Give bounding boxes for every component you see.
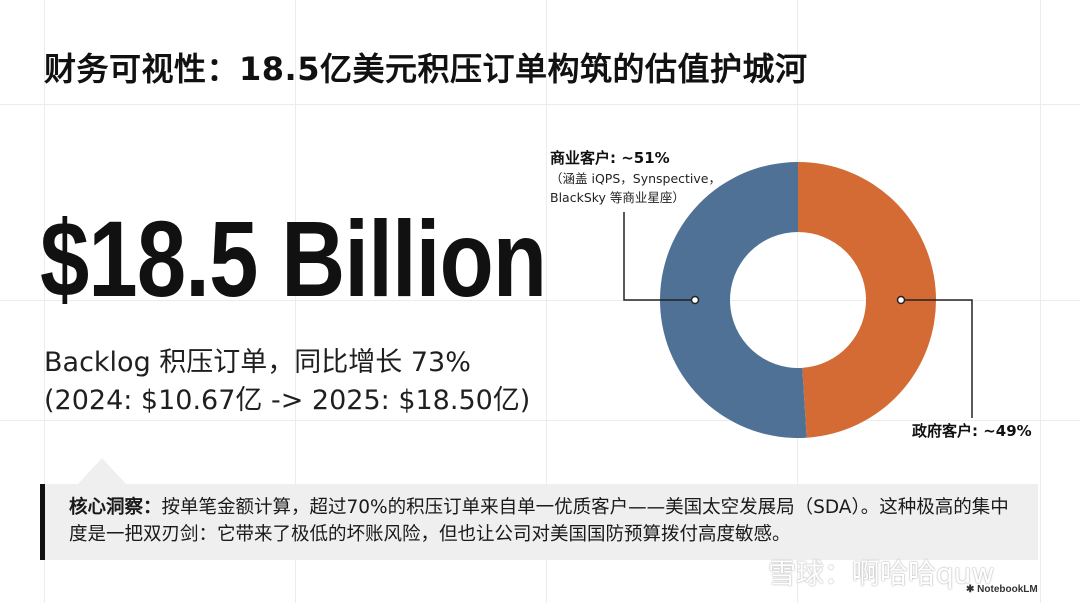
leader-line-1: [623, 212, 695, 301]
grid-line: [1040, 0, 1041, 603]
grid-line: [0, 104, 1080, 105]
grid-line: [44, 0, 45, 603]
leader-line-0: [901, 299, 973, 418]
watermark: 雪球：啊哈哈quw: [768, 557, 995, 590]
brand-name: NotebookLM: [977, 584, 1038, 595]
grid-line: [0, 420, 1080, 421]
grid-line: [546, 0, 547, 603]
brand-logo: ✱ NotebookLM: [966, 584, 1038, 595]
grid-line: [0, 300, 1080, 301]
leader-dot-0: [896, 295, 906, 305]
insight-body: 按单笔金额计算，超过70%的积压订单来自单一优质客户——美国太空发展局（SDA）…: [69, 497, 1009, 545]
slice-note-1-0: （涵盖 iQPS，Synspective，: [550, 171, 721, 186]
slice-note-1-1: BlackSky 等商业星座）: [550, 190, 685, 205]
backlog-amount: $18.5 Billion: [40, 198, 547, 319]
page-title: 财务可视性：18.5亿美元积压订单构筑的估值护城河: [44, 50, 808, 88]
slice-label-1: 商业客户: ~51%: [550, 149, 670, 167]
insight-label: 核心洞察：: [69, 497, 162, 518]
insight-text: 核心洞察：按单笔金额计算，超过70%的积压订单来自单一优质客户——美国太空发展局…: [69, 494, 1014, 548]
leader-dot-1: [690, 295, 700, 305]
insight-callout: 核心洞察：按单笔金额计算，超过70%的积压订单来自单一优质客户——美国太空发展局…: [40, 484, 1038, 560]
callout-pointer: [78, 458, 126, 484]
grid-line: [797, 0, 798, 603]
grid-line: [295, 0, 296, 603]
donut-slice-0: [798, 162, 936, 438]
slice-label-0: 政府客户: ~49%: [912, 422, 1032, 440]
donut-slice-1: [659, 162, 807, 438]
backlog-compare-line: (2024: $10.67亿 -> 2025: $18.50亿): [44, 385, 531, 416]
backlog-growth-line: Backlog 积压订单，同比增长 73%: [44, 347, 471, 378]
